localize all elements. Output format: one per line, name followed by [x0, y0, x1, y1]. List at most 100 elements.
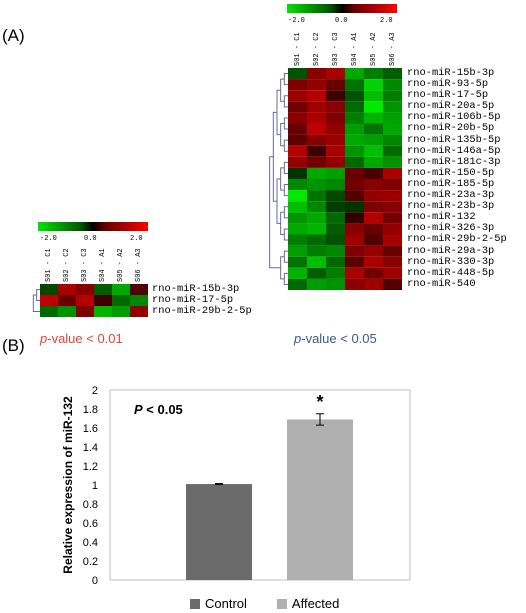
y-tick-label: 2: [92, 385, 98, 397]
heatmap-cell: [40, 295, 58, 306]
scale-min-small: -2.0: [40, 235, 57, 243]
pvalue-small-prefix: p: [40, 331, 48, 346]
y-tick-label: 0.2: [83, 556, 98, 568]
heatmap-cell: [288, 190, 307, 202]
heatmap-cell: [364, 201, 383, 213]
heatmap-cell: [307, 278, 326, 290]
heatmap-cell: [76, 295, 94, 306]
gene-label: rno-miR-15b-3p: [152, 283, 240, 295]
heatmap-cell: [326, 223, 345, 235]
gene-labels-large: rno-miR-15b-3p rno-miR-93-5p rno-miR-17-5p…: [407, 67, 507, 290]
heatmap-cell: [112, 284, 130, 295]
dendrogram-branch: [280, 167, 285, 191]
gene-labels-small: rno-miR-15b-3p rno-miR-17-5p rno-miR-29b-2…: [152, 284, 252, 317]
scale-mid-small: 0.0: [84, 235, 97, 243]
heatmap-cell: [288, 156, 307, 168]
heatmap-cell: [383, 267, 402, 279]
gene-label: rno-miR-135b-5p: [407, 133, 501, 146]
heatmap-cell: [326, 145, 345, 157]
legend-swatch-affected: [276, 598, 287, 609]
heatmap-cell: [383, 245, 402, 257]
pvalue-large: p-value < 0.05: [294, 331, 377, 346]
heatmap-cell: [345, 156, 364, 168]
heatmap-large: [288, 68, 402, 290]
panel-a-label: (A): [2, 26, 25, 45]
heatmap-cell: [288, 212, 307, 224]
color-scale-bar-small: [38, 222, 148, 231]
sample-label: S01 - C1: [45, 248, 53, 282]
heatmap-cell: [383, 201, 402, 213]
dendrogram-branch: [276, 89, 281, 136]
heatmap-cell: [383, 79, 402, 91]
y-tick-label: 0.8: [83, 499, 98, 511]
heatmap-cell: [288, 179, 307, 191]
dendrogram-small: [32, 289, 40, 312]
heatmap-cell: [383, 112, 402, 124]
heatmap-cell: [326, 123, 345, 135]
gene-label: rno-miR-17-5p: [407, 89, 489, 102]
heatmap-cell: [307, 223, 326, 235]
heatmap-cell: [345, 201, 364, 213]
heatmap-cell: [326, 112, 345, 124]
heatmap-cell: [364, 223, 383, 235]
legend-label-affected: Affected: [291, 596, 340, 611]
y-tick-label: 0: [92, 575, 98, 587]
heatmap-cell: [364, 123, 383, 135]
scale-min-large: -2.0: [288, 17, 305, 25]
heatmap-cell: [383, 90, 402, 102]
heatmap-cell: [112, 306, 130, 317]
sample-label: S05 - A2: [369, 32, 378, 66]
sample-label: S04 - A1: [99, 248, 107, 282]
heatmap-cell: [288, 278, 307, 290]
significance-marker: *: [316, 392, 323, 412]
y-tick-label: 1.2: [83, 461, 98, 473]
heatmap-cell: [58, 284, 76, 295]
bar-legend: Control Affected: [190, 596, 339, 611]
heatmap-cell: [364, 245, 383, 257]
sample-label: S02 - C2: [63, 248, 71, 282]
heatmap-cell: [383, 145, 402, 157]
heatmap-cell: [288, 79, 307, 91]
heatmap-cell: [307, 179, 326, 191]
sample-labels-large: S01 - C1 S02 - C2 S03 - C3 S04 - A1 S05 - A2…: [288, 30, 402, 66]
dendrogram-branch: [280, 211, 285, 235]
heatmap-cell: [326, 234, 345, 246]
heatmap-cell: [345, 278, 364, 290]
heatmap-cell: [383, 278, 402, 290]
sample-label: S03 - C3: [81, 248, 89, 282]
heatmap-cell: [307, 167, 326, 179]
heatmap-cell: [288, 267, 307, 279]
gene-label: rno-miR-17-5p: [152, 294, 234, 306]
gene-label: rno-miR-540: [407, 277, 476, 290]
gene-label: rno-miR-29b-2-5p: [407, 233, 507, 246]
heatmap-cell: [307, 101, 326, 113]
scale-mid-large: 0.0: [335, 17, 348, 25]
heatmap-cell: [58, 295, 76, 306]
heatmap-cell: [383, 101, 402, 113]
heatmap-cell: [288, 123, 307, 135]
y-tick-label: 1.4: [83, 442, 98, 454]
heatmap-cell: [364, 256, 383, 268]
pvalue-small-text: -value < 0.01: [47, 331, 123, 346]
y-tick-label: 1: [92, 480, 98, 492]
gene-label: rno-miR-448-5p: [407, 266, 495, 279]
dendrogram-branch: [276, 178, 281, 224]
gene-label: rno-miR-29a-3p: [407, 244, 495, 257]
heatmap-cell: [345, 212, 364, 224]
heatmap-cell: [288, 101, 307, 113]
heatmap-cell: [364, 278, 383, 290]
heatmap-cell: [364, 167, 383, 179]
bar-affected: [287, 419, 353, 580]
y-tick-label: 0.4: [83, 537, 98, 549]
heatmap-cell: [364, 212, 383, 224]
bar-chart: 0 0.2 0.4 0.6 0.8 1 1.2 1.4 1.6 1.8 2 Relative expr…: [61, 385, 411, 587]
heatmap-cell: [130, 306, 148, 317]
heatmap-cell: [307, 267, 326, 279]
gene-label: rno-miR-20a-5p: [407, 100, 495, 113]
heatmap-cell: [76, 284, 94, 295]
heatmap-cell: [383, 167, 402, 179]
heatmap-cell: [307, 190, 326, 202]
gene-label: rno-miR-15b-3p: [407, 67, 495, 79]
heatmap-cell: [307, 112, 326, 124]
heatmap-cell: [383, 156, 402, 168]
